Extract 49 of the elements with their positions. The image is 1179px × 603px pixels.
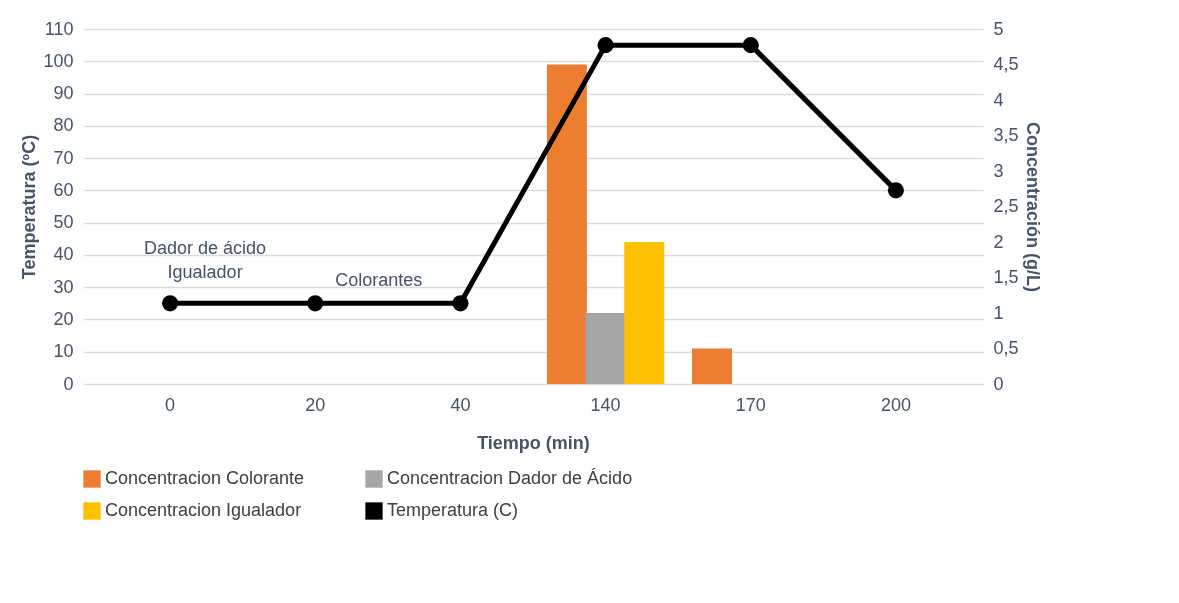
y2-tick-label: 5 [993, 18, 1004, 39]
y-tick-label: 30 [53, 276, 74, 297]
bar [624, 242, 665, 384]
y2-tick-label: 2 [993, 231, 1004, 252]
y-tick-label: 0 [63, 373, 74, 394]
x-tick-label: 170 [735, 394, 766, 415]
y-tick-label: 20 [53, 308, 74, 329]
point [162, 295, 179, 312]
x-axis-title: Tiempo (min) [477, 432, 590, 453]
y-tick-label: 100 [43, 50, 74, 71]
annotation: Dador de ácido [144, 238, 267, 259]
point [742, 37, 759, 54]
x-tick-label: 0 [165, 394, 176, 415]
y-tick-label: 10 [53, 341, 74, 362]
point [597, 37, 614, 54]
annotation: Colorantes [335, 270, 423, 291]
y2-tick-label: 2,5 [993, 196, 1019, 216]
y2-tick-label: 0 [993, 373, 1004, 394]
bar [692, 348, 733, 384]
y2-tick-label: 1 [993, 302, 1004, 323]
y2-tick-label: 4 [993, 89, 1004, 110]
bar [585, 313, 626, 384]
y2-tick-label: 3,5 [993, 125, 1019, 145]
y-tick-label: 70 [53, 147, 74, 168]
y-tick-label: 50 [53, 212, 74, 233]
point [307, 295, 324, 312]
legend-label: Concentracion Colorante [105, 468, 305, 488]
x-tick-label: 200 [880, 394, 911, 415]
y2-tick-label: 0,5 [993, 338, 1019, 358]
y-tick-label: 110 [44, 18, 74, 39]
x-tick-label: 40 [450, 394, 471, 415]
y-tick-label: 60 [53, 179, 74, 200]
y-tick-label: 90 [53, 83, 74, 104]
legend-label: Temperatura (C) [387, 500, 519, 520]
x-tick-label: 20 [305, 394, 326, 415]
legend-label: Concentracion Igualador [105, 500, 302, 520]
y-tick-label: 40 [53, 244, 74, 265]
annotation: Igualador [167, 262, 243, 283]
y-tick-label: 80 [53, 115, 74, 136]
y2-axis-title: Concentración (g/L) [1022, 122, 1043, 292]
point [887, 182, 904, 199]
point [452, 295, 469, 312]
y2-tick-label: 4,5 [993, 54, 1019, 74]
y2-tick-label: 1,5 [993, 267, 1019, 287]
x-tick-label: 140 [590, 394, 621, 415]
legend-label: Concentracion Dador de Ácido [387, 468, 633, 488]
bar [546, 64, 587, 384]
y2-tick-label: 3 [993, 160, 1004, 181]
y-axis-title: Temperatura (ºC) [19, 134, 40, 280]
